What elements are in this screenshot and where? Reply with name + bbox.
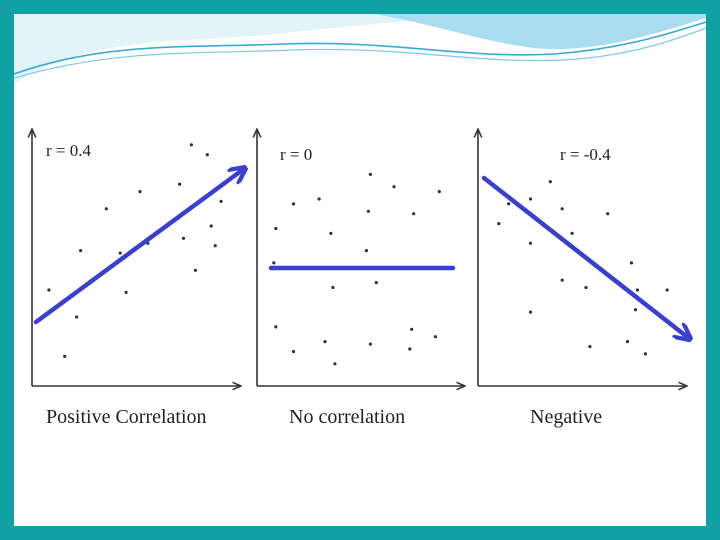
scatter-point [178, 182, 182, 186]
scatter-point [63, 354, 67, 358]
scatter-point [408, 347, 412, 351]
scatter-point [331, 285, 335, 290]
scatter-point [507, 202, 511, 206]
panel-negative-trend-arrow [481, 175, 686, 336]
scatter-point [633, 308, 638, 312]
panel-none-r-label: r = 0 [280, 145, 312, 164]
scatter-point [274, 325, 278, 329]
panel-negative-caption: Negative [530, 406, 602, 428]
scatter-point [79, 249, 83, 253]
scatter-point [138, 190, 142, 194]
panel-negative: r = -0.4 Negative [478, 130, 686, 428]
scatter-point [625, 340, 630, 344]
scatter-point [209, 224, 213, 228]
panel-negative-r-label: r = -0.4 [560, 145, 611, 164]
scatter-point [219, 199, 223, 203]
scatter-point [368, 172, 372, 176]
scatter-point [329, 231, 333, 235]
scatter-point [584, 285, 588, 290]
scatter-point [528, 310, 533, 314]
panel-positive-caption: Positive Correlation [46, 406, 207, 428]
scatter-point [665, 288, 669, 292]
scatter-point [643, 352, 648, 356]
scatter-point [124, 290, 128, 294]
scatter-point [570, 231, 574, 235]
scatter-point [333, 362, 337, 366]
scatter-point [205, 153, 209, 157]
scatter-point [560, 278, 564, 282]
scatter-point [588, 345, 592, 349]
scatter-point [193, 268, 197, 272]
scatter-point [75, 315, 79, 319]
scatter-point [437, 190, 441, 194]
scatter-point [317, 197, 321, 201]
scatter-point [528, 241, 533, 245]
scatter-point [366, 209, 370, 213]
scatter-point [368, 342, 372, 346]
scatter-point [364, 249, 368, 253]
scatter-point [548, 180, 552, 184]
scatter-point [291, 202, 296, 206]
scatter-point [291, 349, 296, 354]
scatter-point [412, 212, 416, 216]
scatter-point [528, 197, 533, 201]
scatter-point [181, 236, 186, 240]
panel-positive-trend-arrow [33, 171, 241, 325]
wave-line-1 [14, 21, 706, 75]
scatter-point [497, 222, 501, 226]
scatter-point [47, 288, 51, 292]
scatter-point [272, 261, 276, 265]
scatter-point [213, 244, 217, 248]
scatter-point [433, 335, 437, 339]
scatter-point [274, 226, 278, 231]
scatter-point [560, 207, 564, 211]
panel-none-caption: No correlation [289, 406, 405, 428]
wave-line-2 [14, 27, 706, 79]
panel-positive: r = 0.4 Positive Correlation [32, 130, 241, 428]
header-wave-decoration [14, 14, 706, 84]
scatter-point [392, 185, 396, 189]
wave-band-light [14, 14, 706, 84]
scatter-point [635, 288, 640, 292]
scatter-point [104, 207, 108, 211]
scatter-point [410, 327, 414, 331]
wave-band-mid [374, 14, 706, 50]
scatter-point [374, 281, 378, 285]
scatter-point [606, 212, 610, 216]
scatter-point [323, 340, 327, 344]
scatter-point [118, 251, 122, 255]
panel-none: r = 0 No correlation [257, 130, 464, 428]
panel-positive-r-label: r = 0.4 [46, 141, 91, 160]
scatter-point [189, 143, 193, 147]
scatter-point [629, 261, 634, 265]
